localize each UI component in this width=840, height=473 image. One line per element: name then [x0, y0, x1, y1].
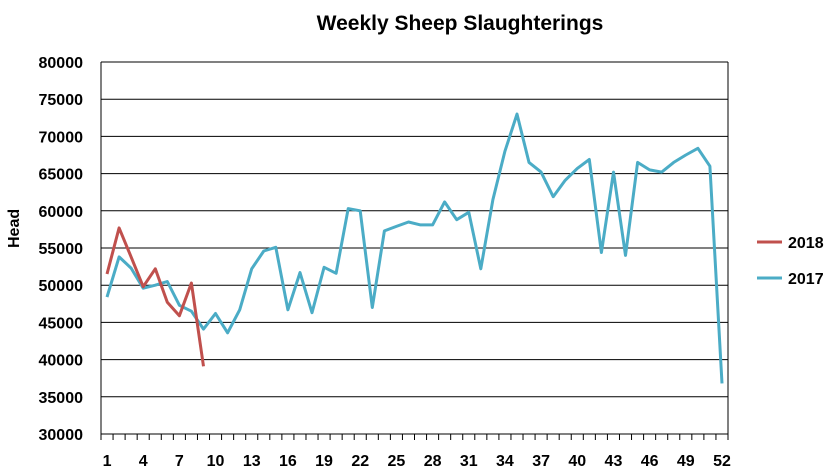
x-tick-label: 22 [351, 453, 369, 470]
x-tick-label: 43 [605, 453, 623, 470]
x-tick-label: 16 [279, 453, 297, 470]
x-tick-label: 25 [388, 453, 406, 470]
x-tick-label: 19 [315, 453, 333, 470]
x-tick-label: 40 [568, 453, 586, 470]
x-tick-label: 31 [460, 453, 478, 470]
y-tick-label: 55000 [39, 241, 84, 258]
legend-label-2017: 2017 [788, 271, 824, 288]
y-tick-label: 75000 [39, 92, 84, 109]
y-tick-label: 45000 [39, 315, 84, 332]
x-tick-label: 10 [207, 453, 225, 470]
y-tick-label: 70000 [39, 129, 84, 146]
series-line-2017 [105, 112, 724, 384]
y-tick-label: 35000 [39, 390, 84, 407]
chart-title: Weekly Sheep Slaughterings [316, 12, 604, 35]
y-tick-label: 65000 [39, 167, 84, 184]
x-tick-label: 52 [713, 453, 731, 470]
x-tick-label: 49 [677, 453, 695, 470]
x-tick-label: 4 [139, 453, 148, 470]
y-tick-label: 30000 [39, 427, 84, 444]
x-tick-label: 37 [532, 453, 550, 470]
x-tick-label: 13 [243, 453, 261, 470]
series-line-2018 [105, 226, 205, 367]
x-tick-label: 7 [175, 453, 184, 470]
y-tick-label: 50000 [39, 278, 84, 295]
y-tick-label: 80000 [39, 55, 84, 72]
y-tick-label: 60000 [39, 204, 84, 221]
x-tick-label: 46 [641, 453, 659, 470]
x-tick-label: 28 [424, 453, 442, 470]
x-tick-label: 34 [496, 453, 514, 470]
x-tick-label: 1 [103, 453, 112, 470]
y-tick-label: 40000 [39, 353, 84, 370]
legend-label-2018: 2018 [788, 235, 824, 252]
